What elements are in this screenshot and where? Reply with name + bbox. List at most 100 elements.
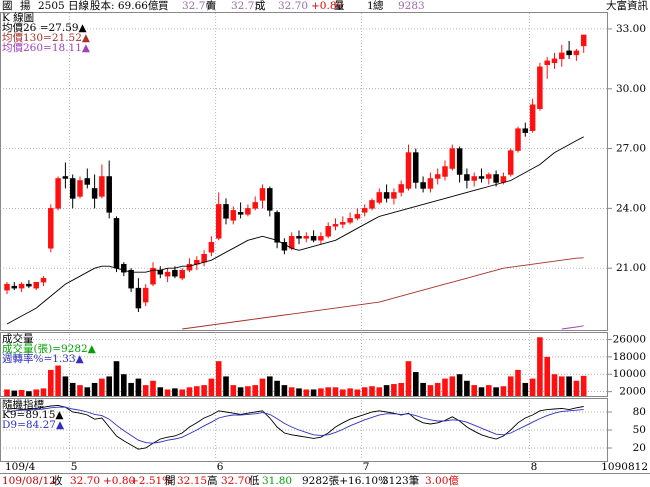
candle-body [405, 152, 412, 189]
candle-body [391, 192, 397, 199]
candle-body [318, 236, 324, 241]
header-item: 買 [158, 0, 169, 12]
candle-body [69, 178, 76, 199]
candle-body [559, 52, 565, 60]
volume-bar [420, 382, 426, 396]
volume-bar [383, 385, 390, 396]
volume-bar [340, 389, 346, 396]
header-item: 1 [367, 0, 374, 12]
candle-body [186, 263, 193, 271]
candle-body [580, 34, 587, 47]
footer-item: 高 [207, 474, 218, 487]
panel-title: 隨機指標 [2, 398, 44, 411]
volume-bar [310, 389, 317, 396]
volume-bar [391, 384, 397, 396]
candle-body [237, 212, 244, 215]
volume-bar [398, 382, 404, 396]
candle-body [135, 287, 142, 309]
y-tick-label: 50 [633, 424, 646, 436]
volume-bar [303, 389, 310, 396]
volume-bar [179, 389, 185, 396]
candle-body [172, 269, 178, 277]
volume-bar [296, 388, 302, 396]
y-tick-label: 10000 [613, 368, 646, 380]
volume-bar [486, 385, 492, 396]
x-tick-label: 7 [363, 461, 370, 473]
candle-body [551, 58, 558, 64]
volume-bar [369, 386, 375, 396]
volume-bar [150, 380, 156, 396]
legend-entry: K9=89.15▲ [2, 409, 64, 421]
candle-body [332, 224, 339, 227]
y-tick-label: 20 [633, 442, 646, 454]
candle-body [529, 104, 536, 131]
legend-entry: 週轉率%=1.33▲ [2, 352, 85, 365]
volume-bar [91, 382, 98, 396]
header-item: 2505 日線 [38, 0, 90, 12]
candle-body [369, 200, 375, 209]
volume-bar [33, 389, 39, 396]
y-tick-label: 30.00 [616, 83, 646, 95]
candle-body [456, 148, 463, 175]
footer-item: 開 [165, 475, 176, 487]
footer-item: 低 [249, 474, 260, 487]
volume-bar [332, 387, 339, 396]
volume-bar [478, 387, 485, 396]
header-item: 成 [255, 0, 266, 12]
x-tick-label: 5 [71, 461, 78, 473]
candle-body [33, 281, 39, 289]
candle-body [296, 236, 302, 239]
header-item: 股本: 69.66億 [90, 0, 159, 12]
volume-bar [40, 388, 47, 396]
volume-bar [259, 378, 266, 396]
volume-bar [208, 378, 215, 396]
footer-item: +0.80 [103, 475, 135, 487]
volume-panel [0, 332, 608, 397]
volume-bar [522, 382, 529, 396]
legend-entry: D9=84.27▲ [2, 419, 65, 431]
volume-bar [11, 390, 18, 396]
legend-entry: 均價130=21.52▲ [2, 31, 91, 44]
candle-body [259, 188, 266, 201]
volume-bar [142, 385, 149, 396]
footer-item: 32.15 [177, 475, 207, 487]
candle-body [113, 218, 120, 269]
candle-body [442, 166, 448, 177]
volume-bar [186, 387, 193, 396]
candle-body [420, 182, 426, 189]
candle-body [340, 222, 346, 225]
volume-bar [318, 388, 324, 396]
candle-body [376, 192, 383, 203]
header-item: 32.70 [278, 0, 308, 12]
volume-bar [237, 387, 244, 396]
panel-title: K 線圖 [2, 11, 34, 24]
volume-bar [493, 387, 499, 396]
volume-bar [442, 378, 448, 396]
volume-bar [121, 374, 127, 396]
volume-bar [128, 382, 134, 396]
candle-body [274, 212, 280, 243]
volume-bar [434, 382, 441, 396]
volume-bar [427, 385, 434, 396]
footer-item: 3123筆 [382, 474, 419, 487]
candle-body [486, 174, 492, 179]
volume-bar [84, 387, 91, 396]
x-tick-label: 1090812 [601, 461, 648, 473]
candle-body [157, 269, 164, 275]
volume-bar [413, 372, 419, 396]
candle-body [230, 210, 237, 221]
candle-body [493, 174, 499, 183]
candle-body [427, 178, 434, 189]
volume-bar [551, 374, 558, 396]
volume-bar [573, 380, 580, 396]
candle-body [128, 269, 134, 289]
candle-body [515, 128, 521, 151]
candle-body [434, 174, 441, 179]
volume-bar [288, 387, 295, 396]
series-line [182, 257, 584, 330]
candle-body [4, 283, 10, 291]
candle-body [449, 148, 456, 169]
legend-entry: 均價260=18.11▲ [2, 41, 91, 54]
volume-bar [48, 369, 54, 396]
